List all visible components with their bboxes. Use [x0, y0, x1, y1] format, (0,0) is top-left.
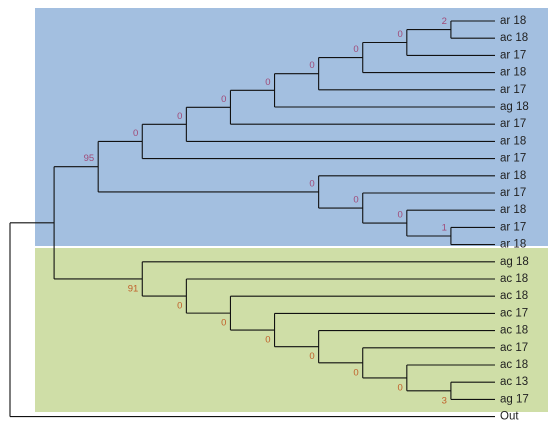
support-value: 0: [265, 335, 270, 346]
leaf-label: ag 18: [500, 256, 529, 268]
leaf-label: ar 18: [500, 170, 526, 182]
support-value: 0: [309, 178, 314, 189]
leaf-label: ag 17: [500, 393, 529, 405]
leaf-label: ac 17: [500, 307, 528, 319]
support-value: 1: [442, 223, 447, 234]
leaf-label: ag 18: [500, 101, 529, 113]
support-value: 95: [84, 153, 95, 164]
leaf-label: ar 17: [500, 84, 526, 96]
support-value: 0: [177, 111, 182, 122]
leaf-label: ac 13: [500, 376, 528, 388]
support-value: 0: [133, 128, 138, 139]
leaf-label: ar 17: [500, 221, 526, 233]
support-value: 0: [221, 318, 226, 329]
support-value: 0: [309, 351, 314, 362]
support-value: 0: [398, 210, 403, 221]
support-value: 0: [398, 29, 403, 40]
support-value: 0: [353, 195, 358, 206]
leaf-label: ac 17: [500, 342, 528, 354]
support-value: 0: [353, 44, 358, 55]
support-value: 91: [128, 283, 139, 294]
leaf-label: ar 17: [500, 153, 526, 165]
leaf-label: ar 17: [500, 49, 526, 61]
support-value: 0: [177, 301, 182, 312]
support-value: 0: [265, 77, 270, 88]
leaf-label: ar 18: [500, 135, 526, 147]
leaf-label: ar 18: [500, 204, 526, 216]
support-value: 3: [442, 395, 447, 406]
support-value: 0: [353, 367, 358, 378]
leaf-label: ac 18: [500, 359, 528, 371]
leaf-label: ac 18: [500, 32, 528, 44]
support-value: 0: [309, 60, 314, 71]
leaf-label: ac 18: [500, 273, 528, 285]
support-value: 0: [221, 94, 226, 105]
leaf-label: ar 18: [500, 239, 526, 251]
support-value: 2: [442, 16, 447, 27]
leaf-label: ac 18: [500, 290, 528, 302]
leaf-label: ac 18: [500, 325, 528, 337]
leaf-label: ar 18: [500, 15, 526, 27]
leaf-label: ar 17: [500, 187, 526, 199]
support-value: 0: [398, 382, 403, 393]
leaf-label: Out: [500, 411, 519, 423]
leaf-label: ar 18: [500, 67, 526, 79]
clade-box-blue: [35, 8, 548, 246]
clade-box-green: [35, 248, 548, 412]
leaf-label: ar 17: [500, 118, 526, 130]
